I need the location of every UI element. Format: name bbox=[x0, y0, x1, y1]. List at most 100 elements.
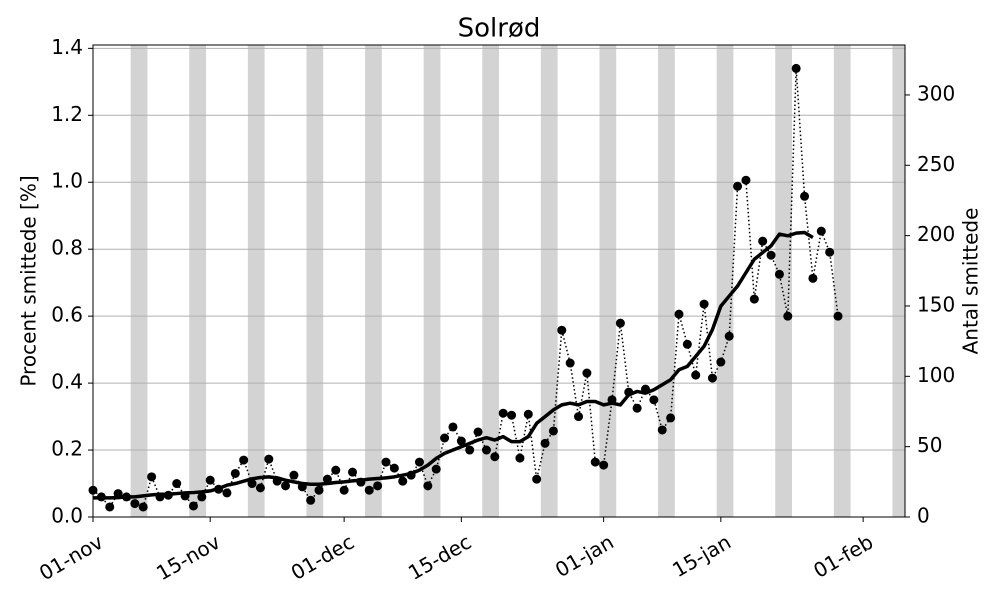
plot-frame bbox=[92, 44, 906, 518]
weekend-band bbox=[775, 45, 792, 517]
data-point bbox=[657, 425, 667, 435]
weekend-band bbox=[247, 45, 265, 517]
x-tick-label: 01-jan bbox=[551, 530, 618, 582]
data-point bbox=[431, 464, 441, 474]
y-tick-label: 0.6 bbox=[51, 303, 83, 327]
data-point bbox=[398, 476, 408, 486]
data-point bbox=[599, 460, 609, 470]
weekend-band bbox=[599, 45, 617, 517]
data-point bbox=[222, 488, 232, 498]
data-point bbox=[565, 358, 575, 368]
y2-tick-label: 150 bbox=[917, 292, 955, 316]
data-point bbox=[138, 502, 148, 512]
data-point bbox=[649, 395, 659, 405]
data-point bbox=[833, 311, 843, 321]
y-tick-label: 1.0 bbox=[51, 169, 83, 193]
y-tick-label: 0.8 bbox=[51, 236, 83, 260]
data-point bbox=[716, 357, 726, 367]
chart-title: Solrød bbox=[458, 14, 541, 44]
data-point bbox=[515, 453, 525, 463]
data-point bbox=[498, 408, 508, 418]
data-point bbox=[314, 485, 324, 495]
data-point bbox=[130, 499, 140, 509]
data-point bbox=[306, 495, 316, 505]
weekend-band bbox=[658, 45, 675, 517]
data-point bbox=[339, 485, 349, 495]
data-point bbox=[766, 250, 776, 260]
data-point bbox=[590, 457, 600, 467]
data-point bbox=[724, 331, 734, 341]
data-point bbox=[808, 273, 818, 283]
x-tick-label: 01-feb bbox=[809, 530, 877, 583]
average-line bbox=[93, 230, 814, 500]
data-point bbox=[615, 318, 625, 328]
data-point bbox=[373, 481, 383, 491]
y-tick-label: 1.2 bbox=[51, 102, 83, 126]
data-point bbox=[741, 175, 751, 185]
data-point bbox=[448, 422, 458, 432]
data-point bbox=[281, 481, 291, 491]
data-point bbox=[364, 485, 374, 495]
data-point bbox=[322, 474, 332, 484]
data-point bbox=[682, 339, 692, 349]
data-point bbox=[239, 455, 249, 465]
y2-tick-label: 0 bbox=[917, 504, 930, 528]
data-point bbox=[507, 410, 517, 420]
weekend-band bbox=[833, 45, 851, 517]
y2-tick-label: 100 bbox=[917, 363, 955, 387]
y-tick-label: 1.4 bbox=[51, 35, 83, 59]
y2-tick-label: 250 bbox=[917, 152, 955, 176]
y-tick-label: 0.0 bbox=[51, 504, 83, 528]
weekend-band bbox=[365, 45, 382, 517]
y-axis-label: Procent smittede [%] bbox=[17, 175, 41, 386]
data-point bbox=[147, 472, 157, 482]
data-point bbox=[825, 247, 835, 257]
data-point bbox=[548, 426, 558, 436]
data-point bbox=[456, 436, 466, 446]
x-tick-label: 01-dec bbox=[287, 530, 358, 585]
data-point bbox=[574, 412, 584, 422]
y2-tick-label: 300 bbox=[917, 81, 955, 105]
weekend-band bbox=[482, 45, 499, 517]
y2-tick-label: 200 bbox=[917, 222, 955, 246]
data-point bbox=[440, 433, 450, 443]
data-point bbox=[289, 470, 299, 480]
weekend-band bbox=[716, 45, 734, 517]
x-tick-label: 01-nov bbox=[35, 530, 107, 586]
data-point bbox=[423, 481, 433, 491]
data-point bbox=[389, 463, 399, 473]
data-point bbox=[490, 452, 500, 462]
data-point bbox=[674, 309, 684, 319]
data-point bbox=[105, 502, 115, 512]
data-point bbox=[331, 465, 341, 475]
y2-axis-label: Antal smittede bbox=[959, 208, 983, 355]
x-tick-label: 15-nov bbox=[152, 530, 224, 586]
y-tick-label: 0.2 bbox=[51, 437, 83, 461]
x-tick-label: 15-dec bbox=[404, 530, 475, 585]
data-point bbox=[540, 438, 550, 448]
data-point bbox=[774, 269, 784, 279]
weekend-band bbox=[189, 45, 207, 517]
data-point bbox=[381, 457, 391, 467]
weekend-band bbox=[306, 45, 324, 517]
data-point bbox=[532, 474, 542, 484]
data-point bbox=[197, 492, 207, 502]
y-tick-label: 0.4 bbox=[51, 370, 83, 394]
data-point bbox=[632, 403, 642, 413]
data-point bbox=[172, 479, 182, 489]
data-point bbox=[465, 445, 475, 455]
y2-tick-label: 50 bbox=[917, 433, 942, 457]
data-point bbox=[749, 294, 759, 304]
data-point bbox=[481, 445, 491, 455]
data-point bbox=[557, 325, 567, 335]
data-point bbox=[758, 236, 768, 246]
data-point bbox=[523, 409, 533, 419]
data-point bbox=[691, 370, 701, 380]
weekend-band bbox=[892, 45, 905, 517]
data-point bbox=[230, 468, 240, 478]
data-point bbox=[264, 454, 274, 464]
x-tick-label: 15-jan bbox=[668, 530, 735, 582]
data-point bbox=[800, 191, 810, 201]
weekend-band bbox=[540, 45, 558, 517]
